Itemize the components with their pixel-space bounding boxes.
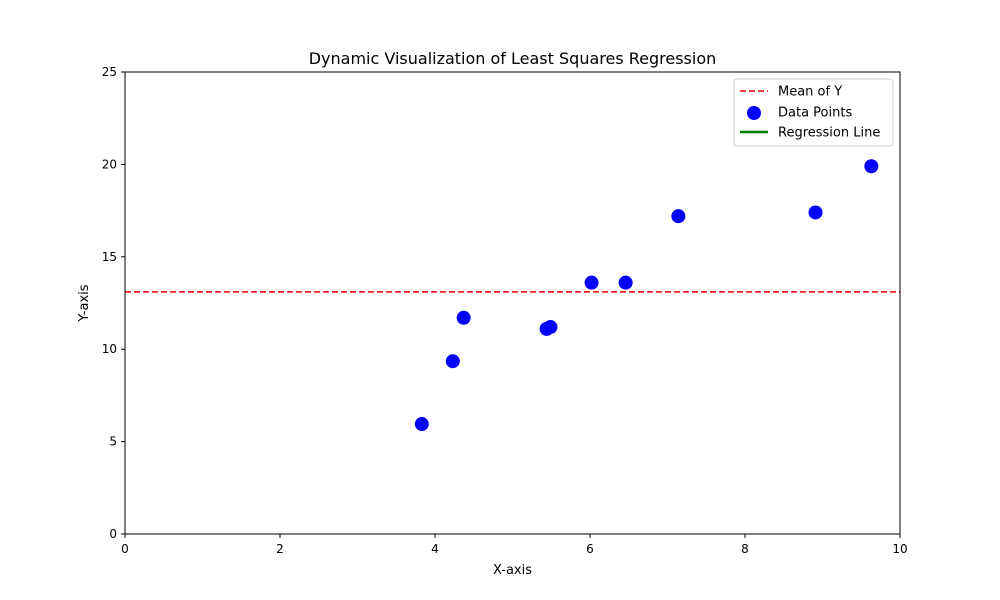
legend-points-swatch — [747, 106, 761, 120]
data-point — [808, 205, 823, 220]
y-tick-label: 20 — [102, 157, 117, 171]
plot-area — [124, 71, 901, 535]
data-point — [414, 417, 429, 432]
legend-points-label: Data Points — [778, 106, 852, 121]
x-tick-label: 6 — [586, 542, 594, 556]
legend-regression-label: Regression Line — [778, 126, 880, 141]
y-tick-label: 0 — [109, 527, 117, 541]
data-point — [671, 209, 686, 224]
data-point — [456, 310, 471, 325]
y-axis-label: Y-axis — [77, 284, 92, 322]
data-point — [584, 275, 599, 290]
plot-frame — [124, 71, 901, 535]
legend-box — [733, 78, 894, 147]
data-point — [618, 275, 633, 290]
x-tick-label: 4 — [431, 542, 439, 556]
legend-mean-label: Mean of Y — [778, 85, 842, 100]
data-point — [543, 320, 558, 335]
x-tick-label: 10 — [892, 542, 907, 556]
y-tick-label: 10 — [102, 342, 117, 356]
x-axis-label: X-axis — [493, 563, 532, 578]
data-point — [864, 159, 879, 174]
x-tick-label: 0 — [121, 542, 129, 556]
y-tick-label: 15 — [102, 250, 117, 264]
x-axis-ticks: 0 2 4 6 8 10 — [121, 534, 908, 556]
data-point — [445, 354, 460, 369]
chart-title: Dynamic Visualization of Least Squares R… — [309, 49, 717, 68]
legend: Mean of Y Data Points Regression Line — [733, 78, 894, 147]
y-tick-label: 5 — [109, 435, 117, 449]
data-points-layer — [414, 159, 879, 432]
y-tick-label: 25 — [102, 65, 117, 79]
y-axis-ticks: 0 5 10 15 20 25 — [102, 65, 125, 541]
x-tick-label: 2 — [276, 542, 284, 556]
x-tick-label: 8 — [741, 542, 749, 556]
